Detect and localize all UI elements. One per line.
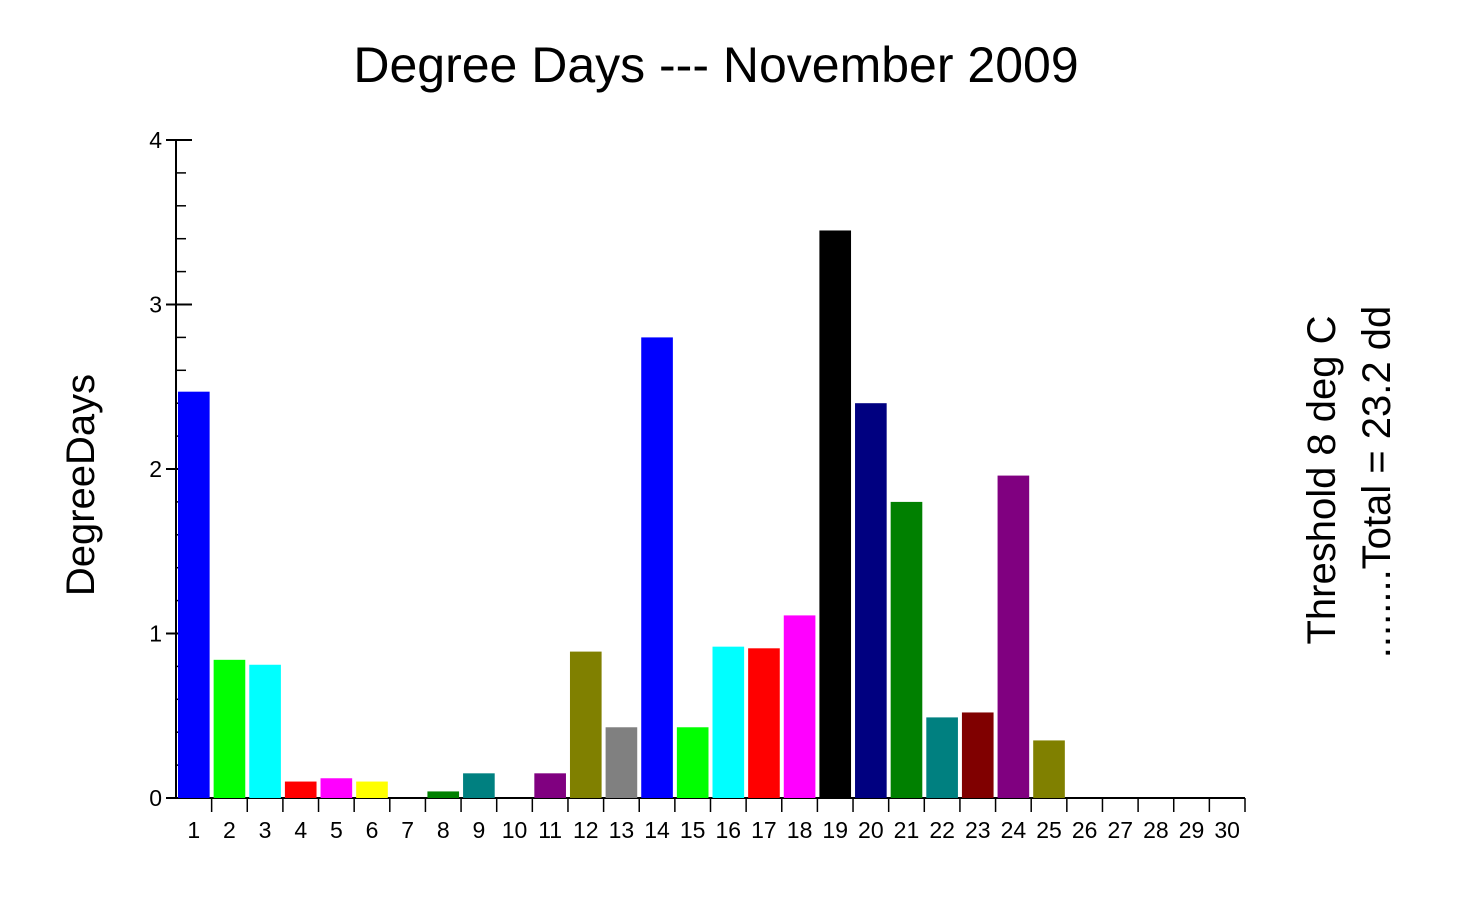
x-tick-label: 13: [609, 817, 635, 843]
y-tick-label: 0: [149, 785, 162, 811]
x-tick-label: 30: [1214, 817, 1240, 843]
x-tick-label: 17: [751, 817, 777, 843]
bar: [712, 646, 745, 798]
x-tick-label: 23: [965, 817, 991, 843]
annotation: ........Total = 23.2 dd: [1355, 306, 1399, 658]
x-tick-label: 18: [787, 817, 813, 843]
bar: [926, 717, 958, 798]
bar: [178, 391, 210, 798]
y-tick-label: 4: [149, 127, 162, 153]
x-tick-label: 22: [929, 817, 955, 843]
x-tick-label: 26: [1072, 817, 1098, 843]
bar: [676, 727, 709, 798]
bar: [534, 773, 566, 798]
bar: [427, 791, 460, 798]
y-axis-label: DegreeDays: [59, 374, 103, 596]
x-tick-label: 10: [502, 817, 528, 843]
bar: [463, 773, 495, 798]
x-tick-label: 2: [223, 817, 236, 843]
x-tick-label: 19: [822, 817, 848, 843]
bar: [605, 727, 638, 798]
x-tick-label: 25: [1036, 817, 1062, 843]
x-tick-label: 11: [538, 817, 562, 843]
y-tick-label: 2: [149, 456, 162, 482]
y-tick-label: 1: [149, 621, 162, 647]
x-tick-label: 16: [716, 817, 742, 843]
bar: [213, 659, 246, 798]
bar: [249, 664, 281, 798]
x-tick-label: 20: [858, 817, 884, 843]
bar: [961, 712, 994, 798]
x-tick-label: 27: [1107, 817, 1133, 843]
x-tick-label: 6: [366, 817, 379, 843]
bar: [819, 230, 852, 799]
bar: [320, 778, 353, 798]
bar: [783, 615, 816, 798]
bar: [284, 781, 317, 798]
bar: [356, 781, 388, 798]
bar: [890, 501, 923, 798]
bar: [641, 337, 673, 798]
x-tick-label: 24: [1001, 817, 1027, 843]
x-tick-label: 28: [1143, 817, 1169, 843]
y-tick-label: 3: [149, 292, 162, 318]
x-tick-label: 29: [1179, 817, 1205, 843]
bar: [855, 403, 887, 798]
bar: [997, 475, 1030, 798]
x-tick-label: 3: [259, 817, 272, 843]
annotation: Threshold 8 deg C: [1300, 315, 1344, 644]
chart-title: Degree Days --- November 2009: [353, 37, 1078, 93]
bar: [748, 648, 780, 798]
x-tick-label: 21: [894, 817, 920, 843]
bar: [569, 651, 602, 798]
x-tick-label: 12: [573, 817, 599, 843]
x-tick-label: 14: [644, 817, 670, 843]
x-tick-label: 5: [330, 817, 343, 843]
x-tick-label: 8: [437, 817, 450, 843]
bar: [1033, 740, 1065, 798]
x-tick-label: 1: [187, 817, 200, 843]
x-tick-label: 9: [472, 817, 485, 843]
x-tick-label: 15: [680, 817, 706, 843]
x-tick-label: 4: [294, 817, 307, 843]
x-tick-label: 7: [401, 817, 414, 843]
